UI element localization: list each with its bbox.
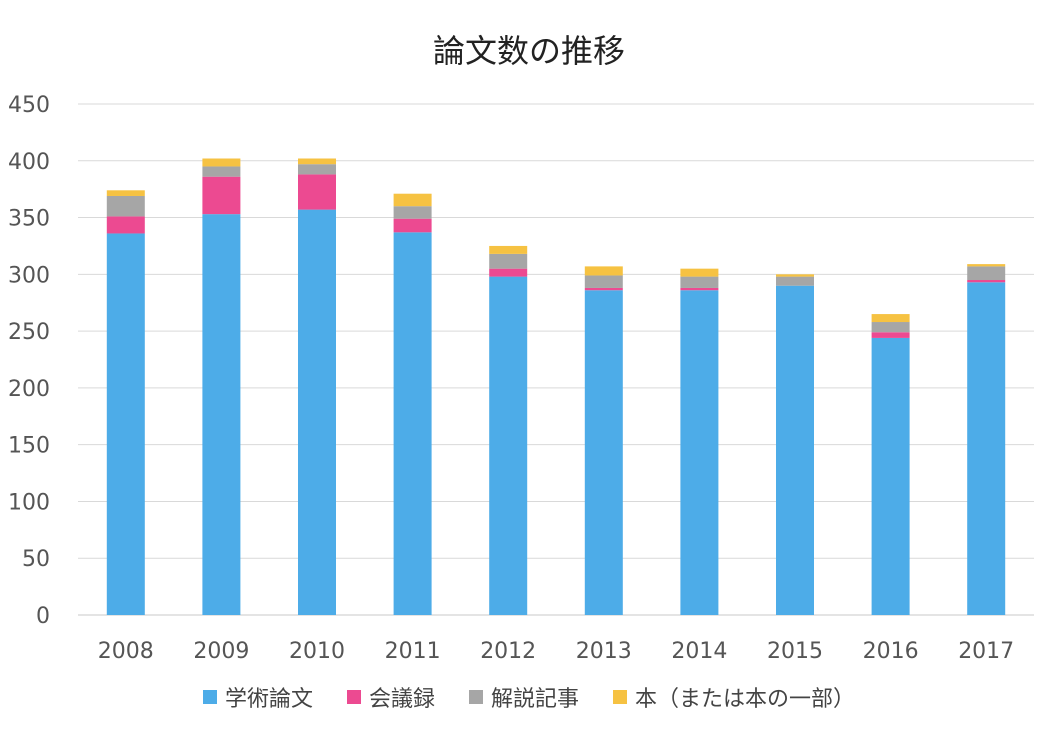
- legend: 学術論文 会議録 解説記事 本（または本の一部）: [0, 681, 1058, 713]
- legend-swatch: [202, 690, 217, 704]
- legend-label: 解説記事: [491, 687, 580, 712]
- x-tick-label: 2014: [671, 639, 727, 664]
- bar-segment: [776, 285, 814, 615]
- x-tick-label: 2009: [193, 639, 249, 664]
- legend-swatch: [469, 690, 483, 704]
- bar-segment: [584, 275, 623, 288]
- x-tick-label: 2017: [958, 639, 1014, 664]
- y-tick-label: 300: [8, 263, 50, 288]
- bar-segment: [393, 206, 432, 219]
- bar-segment: [393, 232, 432, 615]
- y-tick-label: 200: [8, 377, 50, 402]
- y-tick-label: 100: [8, 490, 50, 515]
- bar-segment: [680, 287, 719, 291]
- legend-swatch: [613, 690, 628, 704]
- x-tick-label: 2011: [385, 639, 441, 664]
- legend-item: 本（または本の一部）: [613, 681, 855, 713]
- bar-segment: [393, 218, 432, 233]
- bar-segment: [298, 209, 336, 615]
- bar-segment: [106, 233, 145, 615]
- bar-segment: [871, 332, 910, 338]
- bar-segment: [967, 266, 1006, 281]
- bar-segment: [871, 322, 910, 333]
- y-tick-label: 400: [8, 150, 50, 175]
- x-tick-label: 2008: [98, 639, 154, 664]
- bar-segment: [584, 290, 623, 615]
- bar-segment: [106, 190, 145, 196]
- bars: [106, 158, 1006, 615]
- x-axis-ticks: 2008 2009 2010 2011 2012 2013 2014 2015 2016 2017: [98, 639, 1014, 664]
- bar-segment: [106, 195, 145, 217]
- y-axis-ticks: 0 50 100 150 200 250 300 350 400 450: [8, 93, 50, 629]
- x-tick-label: 2012: [480, 639, 536, 664]
- y-tick-label: 250: [8, 320, 50, 345]
- bar-segment: [871, 337, 910, 615]
- bar-segment: [202, 166, 241, 177]
- bar-segment: [680, 268, 719, 277]
- bar-segment: [489, 253, 528, 269]
- bar-segment: [680, 276, 719, 288]
- bar-segment: [584, 287, 623, 291]
- x-tick-label: 2016: [863, 639, 919, 664]
- legend-label: 本（または本の一部）: [635, 687, 856, 712]
- bar-segment: [298, 158, 336, 165]
- bar-segment: [202, 158, 241, 167]
- bar-segment: [393, 193, 432, 207]
- legend-label: 学術論文: [224, 687, 313, 712]
- bar-segment: [967, 264, 1006, 267]
- bar-segment: [489, 245, 528, 254]
- bar-segment: [298, 174, 336, 210]
- y-tick-label: 450: [8, 93, 50, 118]
- bar-segment: [489, 276, 528, 615]
- y-tick-label: 150: [8, 434, 50, 459]
- bar-segment: [776, 276, 814, 286]
- y-tick-label: 350: [8, 207, 50, 232]
- legend-item: 会議録: [346, 681, 435, 713]
- bar-segment: [202, 214, 241, 615]
- bar-segment: [967, 280, 1006, 283]
- bar-segment: [680, 290, 719, 615]
- legend-label: 会議録: [368, 687, 435, 712]
- bar-segment: [776, 274, 814, 277]
- x-tick-label: 2010: [289, 639, 345, 664]
- bar-segment: [584, 266, 623, 276]
- bar-segment: [106, 216, 145, 234]
- bar-segment: [298, 164, 336, 175]
- legend-item: 学術論文: [202, 681, 313, 713]
- chart-title: 論文数の推移: [432, 32, 625, 70]
- legend-swatch: [346, 690, 361, 704]
- x-tick-label: 2013: [576, 639, 632, 664]
- bar-segment: [202, 176, 241, 215]
- legend-item: 解説記事: [469, 681, 579, 713]
- bar-segment: [489, 268, 528, 277]
- y-tick-label: 0: [36, 604, 50, 629]
- y-tick-label: 50: [22, 547, 50, 572]
- x-tick-label: 2015: [767, 639, 823, 664]
- bar-segment: [871, 314, 910, 323]
- bar-segment: [967, 282, 1006, 615]
